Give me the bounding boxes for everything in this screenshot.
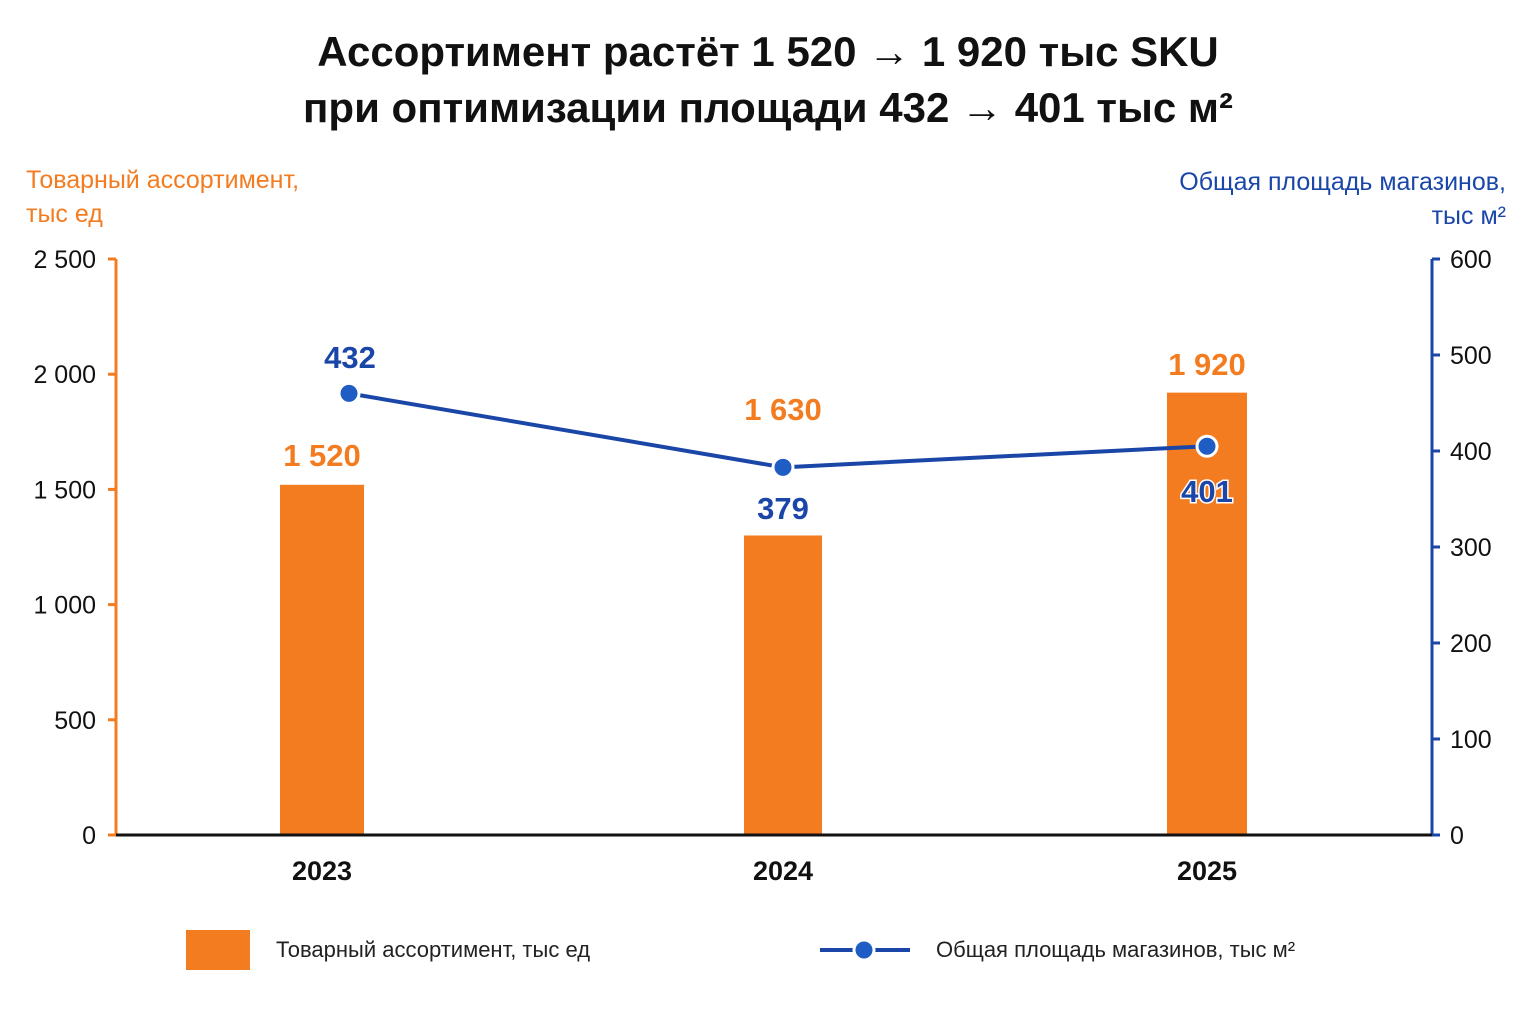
right-axis-tick-label: 500 [1450, 342, 1492, 370]
line-point-2025 [1195, 434, 1219, 458]
bar-2025 [1167, 392, 1247, 835]
line-data-label: 432 [324, 340, 376, 375]
chart-title-line-2: при оптимизации площади 432 → 401 тыс м² [303, 84, 1233, 131]
right-axis-title-line-1: Общая площадь магазинов, [1179, 168, 1506, 196]
bar-data-label: 1 920 [1168, 347, 1246, 382]
chart-title: Ассортимент растёт 1 520 → 1 920 тыс SKU… [0, 24, 1536, 136]
right-axis-tick-label: 0 [1450, 822, 1464, 850]
legend-item-bars: Товарный ассортимент, тыс ед [186, 930, 590, 970]
bar-2023 [280, 484, 364, 835]
bar-2024 [744, 535, 822, 835]
legend-line-swatch [820, 938, 910, 962]
left-axis-title-line-2: тыс ед [26, 200, 103, 228]
left-axis-tick-label: 1 000 [33, 592, 96, 620]
right-axis-tick-label: 400 [1450, 438, 1492, 466]
x-axis-tick-label: 2024 [753, 856, 813, 886]
left-axis-tick-label: 2 000 [33, 361, 96, 389]
right-axis-tick-label: 600 [1450, 246, 1492, 274]
chart-title-line-1: Ассортимент растёт 1 520 → 1 920 тыс SKU [317, 28, 1219, 75]
left-axis-tick-label: 2 500 [33, 246, 96, 274]
left-axis-tick-label: 0 [82, 822, 96, 850]
right-axis-tick-label: 200 [1450, 630, 1492, 658]
left-axis-title: Товарный ассортимент, тыс ед [26, 163, 299, 231]
bar-data-label: 1 630 [744, 392, 822, 427]
left-axis-tick-label: 1 500 [33, 476, 96, 504]
line-point-2024 [771, 455, 795, 479]
legend-bar-swatch [186, 930, 250, 970]
x-axis-tick-label: 2025 [1177, 856, 1237, 886]
line-data-label: 379 [757, 491, 809, 526]
right-axis-tick-label: 300 [1450, 534, 1492, 562]
legend-item-line: Общая площадь магазинов, тыс м² [818, 930, 1295, 970]
left-axis-tick-label: 500 [54, 707, 96, 735]
left-axis-title-line-1: Товарный ассортимент, [26, 166, 300, 194]
legend-bar-label: Товарный ассортимент, тыс ед [276, 937, 591, 962]
right-axis-title: Общая площадь магазинов, тыс м² [1179, 165, 1506, 233]
right-axis-title-line-2: тыс м² [1431, 202, 1506, 230]
line-point-2023 [337, 381, 361, 405]
line-data-label: 401 [1181, 474, 1233, 509]
right-axis-tick-label: 100 [1450, 726, 1492, 754]
bar-data-label: 1 520 [283, 438, 361, 473]
x-axis-tick-label: 2023 [292, 856, 352, 886]
legend-line-label: Общая площадь магазинов, тыс м² [936, 937, 1296, 962]
